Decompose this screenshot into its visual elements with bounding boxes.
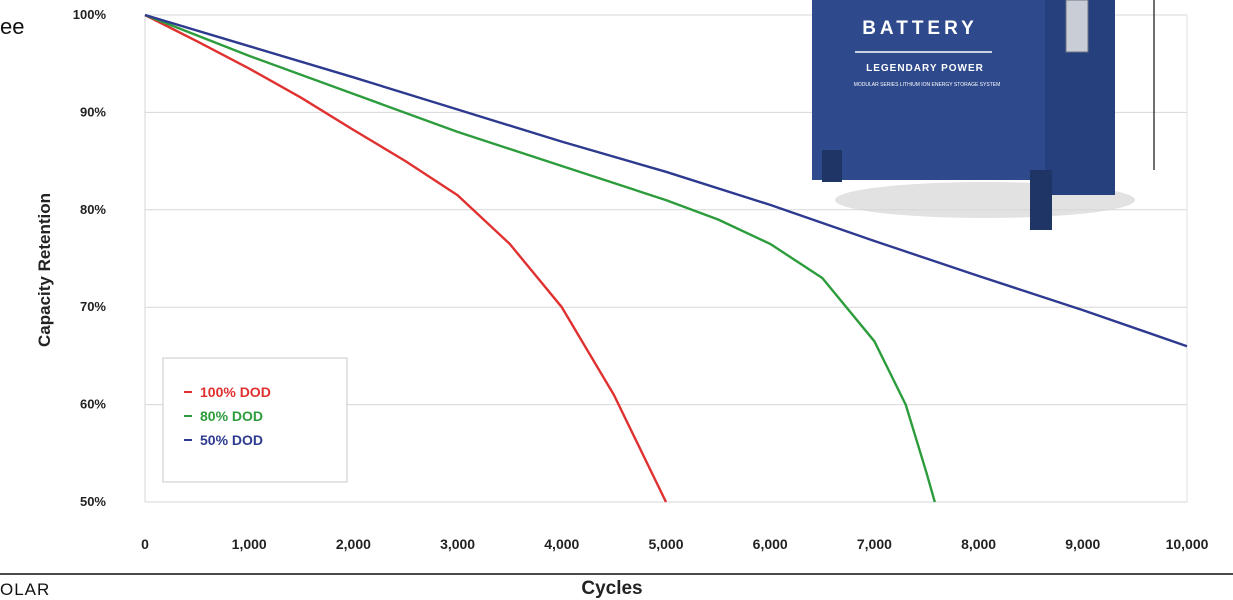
- x-tick-label: 8,000: [961, 536, 996, 552]
- y-tick-label: 60%: [80, 397, 106, 412]
- x-tick-label: 2,000: [336, 536, 371, 552]
- battery-handle: [1065, 0, 1089, 53]
- legend: 100% DOD 80% DOD 50% DOD: [162, 357, 348, 483]
- x-tick-label: 6,000: [753, 536, 788, 552]
- product-small-text: MODULAR SERIES LITHIUM ION ENERGY STORAG…: [854, 82, 1001, 88]
- y-tick-label: 50%: [80, 494, 106, 509]
- x-tick-label: 9,000: [1065, 536, 1100, 552]
- legend-label: 50% DOD: [200, 432, 263, 448]
- series-line: [144, 13, 668, 503]
- battery-foot: [1030, 170, 1052, 230]
- x-tick-label: 7,000: [857, 536, 892, 552]
- cropped-footer-text: OLAR: [0, 580, 51, 599]
- battery-foot: [822, 150, 842, 182]
- product-brand-text: BATTERY: [862, 18, 978, 39]
- y-tick-label: 80%: [80, 202, 106, 217]
- x-tick-label: 3,000: [440, 536, 475, 552]
- y-tick-label: 90%: [80, 104, 106, 119]
- x-axis-title: Cycles: [581, 578, 642, 598]
- y-tick-label: 70%: [80, 299, 106, 314]
- x-tick-label: 1,000: [232, 536, 267, 552]
- cropped-text-fragment: ee: [0, 14, 25, 39]
- legend-box: [162, 357, 348, 483]
- series-line: [144, 13, 936, 503]
- y-tick-label: 100%: [73, 7, 107, 22]
- y-axis-title: Capacity Retention: [35, 193, 54, 347]
- axis-layer: 50% 60% 70% 80% 90% 100% 0 1,000 2,000 3,000 4,000…: [73, 7, 1209, 552]
- legend-label: 100% DOD: [200, 384, 271, 400]
- series-line: [144, 13, 1188, 348]
- product-tagline: LEGENDARY POWER: [866, 63, 984, 74]
- battery-product-image: BATTERY LEGENDARY POWER MODULAR SERIES L…: [812, 0, 1135, 230]
- series-layer: [144, 13, 1188, 503]
- legend-label: 80% DOD: [200, 408, 263, 424]
- x-tick-label: 4,000: [544, 536, 579, 552]
- x-tick-label: 0: [141, 536, 149, 552]
- x-tick-label: 5,000: [648, 536, 683, 552]
- x-tick-label: 10,000: [1166, 536, 1209, 552]
